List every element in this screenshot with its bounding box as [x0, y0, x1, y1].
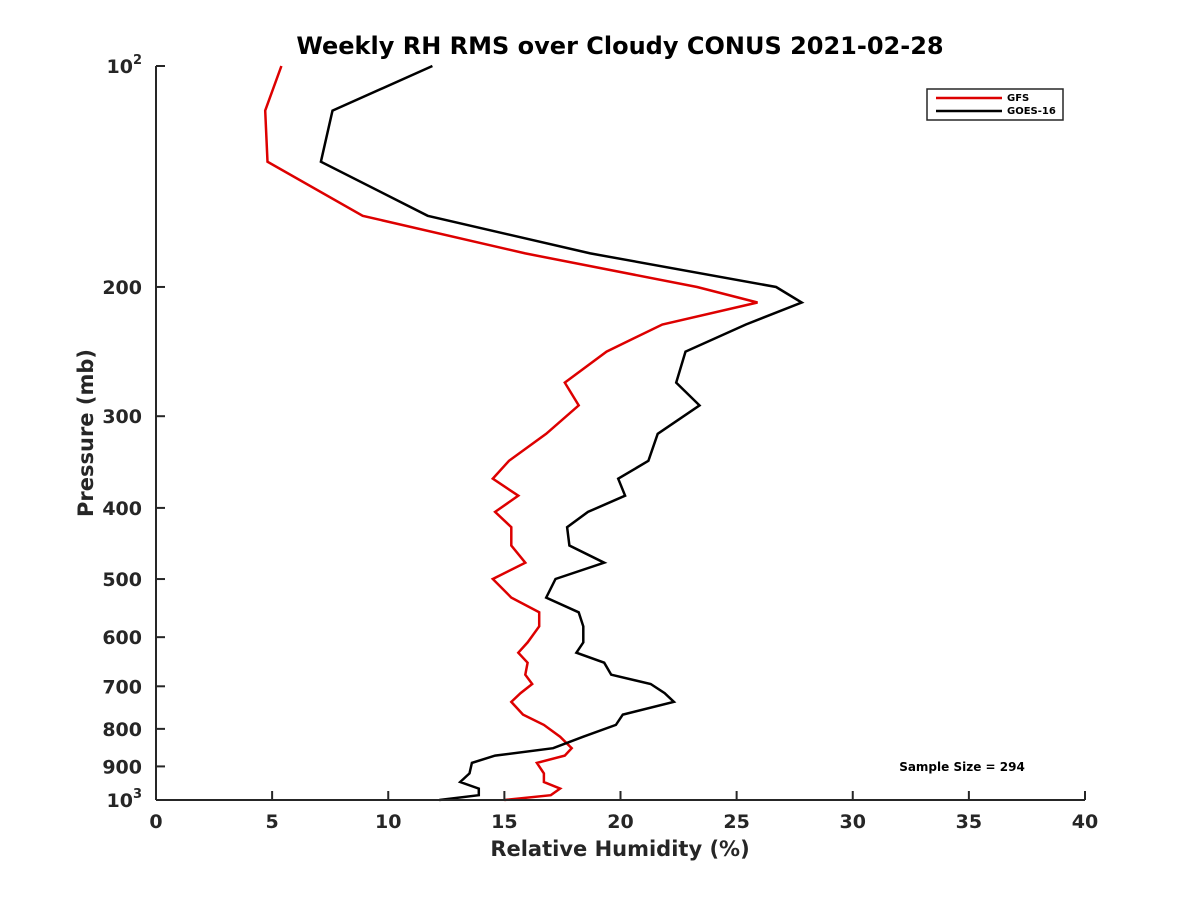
y-axis-label: Pressure (mb) [74, 349, 98, 517]
x-tick-label: 35 [956, 811, 982, 833]
y-tick-label: 300 [102, 406, 142, 428]
y-tick-label: 500 [102, 569, 142, 591]
sample-size-annotation: Sample Size = 294 [899, 760, 1025, 774]
series-line-goes-16 [319, 64, 805, 802]
legend-label-gfs: GFS [1007, 93, 1029, 104]
legend-label-goes-16: GOES-16 [1007, 106, 1056, 117]
chart-title: Weekly RH RMS over Cloudy CONUS 2021-02-… [296, 32, 943, 60]
y-tick-label: 103 [107, 787, 143, 812]
legend-box [926, 88, 1064, 121]
y-axis-ticks: 102 200 300 400 500 600 700 800 900 103 [102, 53, 165, 812]
series-line-gfs [263, 65, 758, 802]
y-tick-label: 102 [107, 53, 143, 78]
y-tick-label: 900 [102, 756, 142, 778]
y-tick-label: 600 [102, 627, 142, 649]
x-tick-label: 5 [266, 811, 279, 833]
y-tick-label: 400 [102, 498, 142, 520]
y-tick-label: 700 [102, 676, 142, 698]
legend: GFS GOES-16 [926, 88, 1064, 121]
x-tick-label: 15 [491, 811, 517, 833]
x-tick-label: 40 [1072, 811, 1098, 833]
x-axis-label: Relative Humidity (%) [490, 837, 749, 861]
x-tick-label: 25 [723, 811, 749, 833]
x-tick-label: 10 [375, 811, 401, 833]
y-tick-label: 800 [102, 719, 142, 741]
y-tick-label: 200 [102, 277, 142, 299]
x-tick-label: 20 [607, 811, 633, 833]
x-tick-label: 0 [149, 811, 162, 833]
x-tick-label: 30 [840, 811, 866, 833]
x-axis-ticks: 0 5 10 15 20 25 30 35 40 [149, 791, 1098, 833]
series-group [263, 64, 805, 802]
